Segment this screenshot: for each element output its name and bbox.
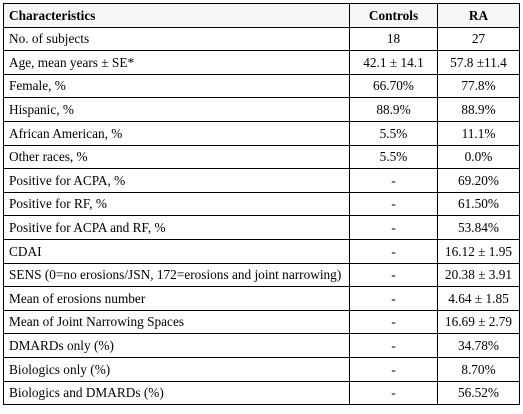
table-row: Female, % 66.70% 77.8% xyxy=(3,73,520,99)
table-row: Hispanic, % 88.9% 88.9% xyxy=(3,97,520,122)
cell-controls: - xyxy=(349,262,438,288)
cell-ra: 20.38 ± 3.91 xyxy=(437,262,520,288)
table-header-row: Characteristics Controls RA xyxy=(3,3,520,28)
cell-ra: 11.1% xyxy=(437,120,520,146)
cell-controls: - xyxy=(349,191,438,217)
cell-characteristic: Other races, % xyxy=(3,144,350,170)
cell-ra: 88.9% xyxy=(437,97,520,122)
cell-ra: 69.20% xyxy=(437,168,520,193)
table-row: Biologics and DMARDs (%) -56.52% xyxy=(3,380,520,406)
header-ra: RA xyxy=(437,3,520,28)
cell-characteristic: DMARDs only (%) xyxy=(3,333,350,358)
cell-controls: 42.1 ± 14.1 xyxy=(349,50,438,75)
cell-characteristic: Age, mean years ± SE* xyxy=(3,50,350,75)
cell-ra: 8.70% xyxy=(437,356,520,382)
cell-characteristic: African American, % xyxy=(3,120,350,146)
cell-controls: - xyxy=(349,356,438,382)
cell-controls: 88.9% xyxy=(349,97,438,122)
cell-controls: 5.5% xyxy=(349,120,438,146)
table-row: Positive for ACPA and RF, % -53.84% xyxy=(3,215,520,240)
cell-ra: 77.8% xyxy=(437,73,520,99)
cell-characteristic: CDAI xyxy=(3,238,350,264)
cell-characteristic: SENS (0=no erosions/JSN, 172=erosions an… xyxy=(3,262,350,288)
header-controls: Controls xyxy=(349,3,438,28)
cell-ra: 56.52% xyxy=(437,380,520,406)
cell-controls: - xyxy=(349,286,438,311)
cell-controls: - xyxy=(349,380,438,406)
table-row: SENS (0=no erosions/JSN, 172=erosions an… xyxy=(3,262,520,288)
cell-ra: 4.64 ± 1.85 xyxy=(437,286,520,311)
cell-ra: 61.50% xyxy=(437,191,520,217)
cell-controls: 5.5% xyxy=(349,144,438,170)
cell-characteristic: Mean of erosions number xyxy=(3,286,350,311)
cell-ra: 34.78% xyxy=(437,333,520,358)
cell-characteristic: No. of subjects xyxy=(3,26,350,52)
table-body: No. of subjects 18 27 Age, mean years ± SE*… xyxy=(3,26,520,406)
table-row: African American, % 5.5% 11.1% xyxy=(3,120,520,146)
table-row: Other races, % 5.5% 0.0% xyxy=(3,144,520,170)
table-row: CDAI -16.12 ± 1.95 xyxy=(3,238,520,264)
table-row: No. of subjects 18 27 xyxy=(3,26,520,52)
cell-ra: 16.69 ± 2.79 xyxy=(437,309,520,335)
cell-characteristic: Female, % xyxy=(3,73,350,99)
table-row: DMARDs only (%) -34.78% xyxy=(3,333,520,358)
cell-characteristic: Positive for ACPA, % xyxy=(3,168,350,193)
cell-controls: - xyxy=(349,309,438,335)
cell-characteristic: Biologics and DMARDs (%) xyxy=(3,380,350,406)
cell-controls: - xyxy=(349,333,438,358)
table-row: Biologics only (%) -8.70% xyxy=(3,356,520,382)
cell-ra: 27 xyxy=(437,26,520,52)
cell-characteristic: Mean of Joint Narrowing Spaces xyxy=(3,309,350,335)
table-row: Age, mean years ± SE* 42.1 ± 14.1 57.8 ±11… xyxy=(3,50,520,75)
table-row: Mean of erosions number -4.64 ± 1.85 xyxy=(3,286,520,311)
cell-characteristic: Biologics only (%) xyxy=(3,356,350,382)
cell-controls: - xyxy=(349,238,438,264)
cell-ra: 53.84% xyxy=(437,215,520,240)
cell-controls: 18 xyxy=(349,26,438,52)
cell-controls: 66.70% xyxy=(349,73,438,99)
characteristics-table: Characteristics Controls RA No. of subje… xyxy=(3,3,520,406)
table-row: Mean of Joint Narrowing Spaces -16.69 ± 2… xyxy=(3,309,520,335)
cell-ra: 57.8 ±11.4 xyxy=(437,50,520,75)
table-row: Positive for ACPA, % -69.20% xyxy=(3,168,520,193)
cell-controls: - xyxy=(349,168,438,193)
cell-ra: 16.12 ± 1.95 xyxy=(437,238,520,264)
cell-ra: 0.0% xyxy=(437,144,520,170)
cell-characteristic: Positive for ACPA and RF, % xyxy=(3,215,350,240)
header-characteristics: Characteristics xyxy=(3,3,350,28)
cell-controls: - xyxy=(349,215,438,240)
table-row: Positive for RF, % -61.50% xyxy=(3,191,520,217)
cell-characteristic: Positive for RF, % xyxy=(3,191,350,217)
cell-characteristic: Hispanic, % xyxy=(3,97,350,122)
